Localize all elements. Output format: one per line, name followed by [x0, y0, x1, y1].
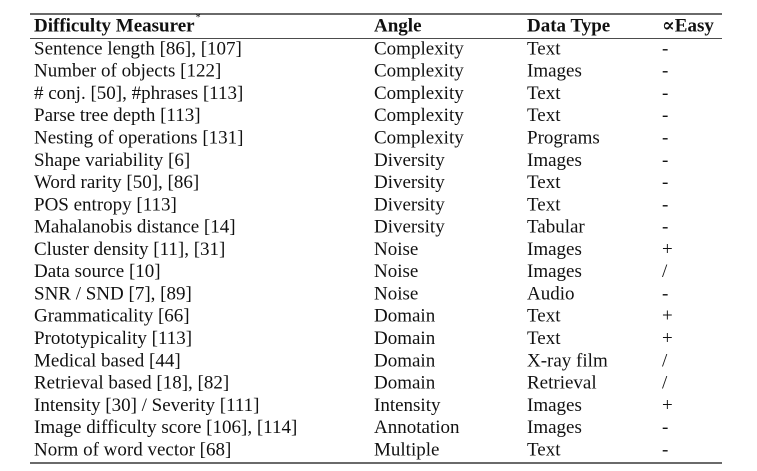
header-cell: Angle: [374, 15, 422, 36]
cell: Data source [10]: [34, 261, 161, 282]
cell: -: [662, 172, 668, 193]
cell: Images: [527, 261, 582, 282]
cell: -: [662, 283, 668, 304]
cell: Complexity: [374, 105, 464, 126]
cell: -: [662, 105, 668, 126]
cell: Noise: [374, 239, 418, 260]
cell: +: [662, 306, 673, 327]
cell: Intensity [30] / Severity [111]: [34, 395, 260, 416]
cell: Nesting of operations [131]: [34, 127, 243, 148]
cell: Norm of word vector [68]: [34, 439, 231, 460]
cell: Diversity: [374, 150, 445, 171]
cell: Prototypicality [113]: [34, 328, 192, 349]
cell: Programs: [527, 127, 600, 148]
cell: Images: [527, 61, 582, 82]
cell: Number of objects [122]: [34, 61, 221, 82]
cell: -: [662, 150, 668, 171]
cell: -: [662, 38, 668, 59]
cell: Domain: [374, 328, 436, 349]
cell: Diversity: [374, 217, 445, 238]
cell: Complexity: [374, 127, 464, 148]
cell: Text: [527, 83, 561, 104]
cell: Complexity: [374, 38, 464, 59]
cell: POS entropy [113]: [34, 194, 177, 215]
cell: Complexity: [374, 83, 464, 104]
cell: Retrieval based [18], [82]: [34, 373, 229, 394]
header-cell: Data Type: [527, 15, 610, 36]
cell: Domain: [374, 373, 436, 394]
cell: -: [662, 61, 668, 82]
cell: Retrieval: [527, 373, 597, 394]
cell: Diversity: [374, 172, 445, 193]
cell: Medical based [44]: [34, 350, 181, 371]
cell: Images: [527, 417, 582, 438]
cell: Text: [527, 306, 561, 327]
cell: Domain: [374, 306, 436, 327]
cell: /: [662, 350, 668, 371]
cell: +: [662, 395, 673, 416]
cell: /: [662, 261, 668, 282]
cell: Mahalanobis distance [14]: [34, 217, 236, 238]
cell: Grammaticality [66]: [34, 306, 190, 327]
cell: Parse tree depth [113]: [34, 105, 201, 126]
cell: Text: [527, 439, 561, 460]
cell: X-ray film: [527, 350, 608, 371]
cell: Audio: [527, 283, 575, 304]
cell: Cluster density [11], [31]: [34, 239, 225, 260]
header-cell: Difficulty Measurer: [34, 15, 195, 36]
cell: Multiple: [374, 439, 439, 460]
cell: Complexity: [374, 61, 464, 82]
cell: Text: [527, 38, 561, 59]
cell: +: [662, 239, 673, 260]
cell: Text: [527, 172, 561, 193]
cell: Text: [527, 328, 561, 349]
cell: Intensity: [374, 395, 441, 416]
cell: -: [662, 439, 668, 460]
cell: Image difficulty score [106], [114]: [34, 417, 297, 438]
cell: Domain: [374, 350, 436, 371]
cell: -: [662, 217, 668, 238]
cell: Annotation: [374, 417, 460, 438]
cell: Text: [527, 105, 561, 126]
cell: Noise: [374, 283, 418, 304]
cell: Shape variability [6]: [34, 150, 190, 171]
cell: -: [662, 83, 668, 104]
cell: -: [662, 127, 668, 148]
cell: -: [662, 417, 668, 438]
cell: SNR / SND [7], [89]: [34, 283, 192, 304]
cell: # conj. [50], #phrases [113]: [34, 83, 243, 104]
cell: Word rarity [50], [86]: [34, 172, 199, 193]
cell: Tabular: [527, 217, 585, 238]
cell: Images: [527, 150, 582, 171]
cell: Text: [527, 194, 561, 215]
cell: +: [662, 328, 673, 349]
cell: Images: [527, 395, 582, 416]
cell: /: [662, 373, 668, 394]
cell: -: [662, 194, 668, 215]
cell: Images: [527, 239, 582, 260]
cell: Noise: [374, 261, 418, 282]
header-note: *: [196, 12, 201, 23]
cell: Sentence length [86], [107]: [34, 38, 242, 59]
cell: Diversity: [374, 194, 445, 215]
header-cell: ∝Easy: [662, 15, 714, 36]
